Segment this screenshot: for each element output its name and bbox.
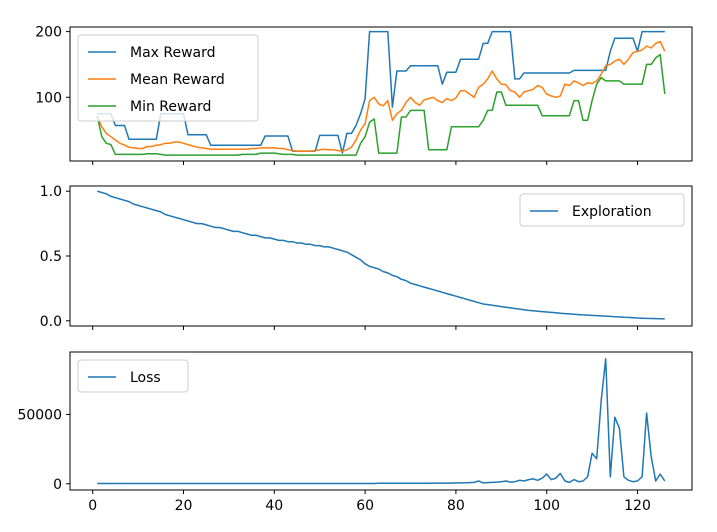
legend-label: Exploration [572,204,652,220]
axes-frame [69,26,693,162]
series-line-min-reward [96,53,666,156]
legend: Exploration [519,193,685,227]
legend-label: Min Reward [130,99,211,115]
series-line-loss [97,358,666,485]
y-tick-label: 0.0 [40,314,62,330]
legend-label: Mean Reward [130,72,225,88]
series-line-exploration [96,190,665,320]
legend: Loss [77,359,189,393]
legend-box [77,34,259,122]
panel-1: 100 200 Max Reward Mean Reward Min Reward [35,25,693,165]
x-tick-label: 0 [88,498,97,514]
legend-box [519,193,685,227]
series-line-mean-reward [96,40,666,152]
legend: Max Reward Mean Reward Min Reward [77,34,259,122]
x-tick-label: 20 [175,498,193,514]
y-tick-label: 200 [35,25,62,41]
panel-3: 0 20 40 60 80 100 120 0 50000 Loss [17,351,693,514]
legend-label: Loss [130,370,161,386]
x-tick-label: 120 [624,498,651,514]
legend-box [77,359,189,393]
legend-label: Max Reward [130,45,216,61]
panel-2: 0.0 0.5 1.0 Exploration [40,184,693,330]
x-tick-label: 40 [265,498,283,514]
x-tick-label: 100 [533,498,560,514]
series-line-max-reward [97,30,665,154]
x-tick-label: 60 [356,498,374,514]
axes-frame [69,185,693,327]
y-tick-label: 50000 [17,407,62,423]
axes-frame [69,351,693,491]
y-tick-label: 1.0 [40,184,62,200]
x-tick-label: 80 [447,498,465,514]
y-tick-label: 0.5 [40,249,62,265]
y-tick-label: 100 [35,90,62,106]
y-tick-label: 0 [53,477,62,493]
